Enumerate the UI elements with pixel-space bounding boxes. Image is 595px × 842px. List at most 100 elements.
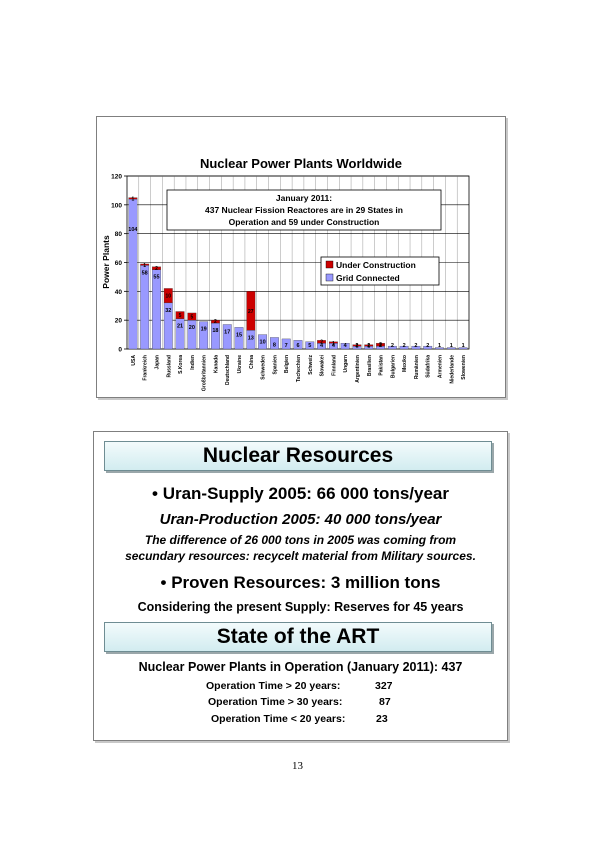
x-category-label: Armenien — [438, 355, 444, 378]
bar-under-construction — [352, 344, 362, 347]
construction-value-label: 2 — [320, 339, 323, 345]
construction-value-label: 5 — [190, 315, 193, 321]
x-category-label: Belgien — [284, 355, 290, 373]
y-tick-label: 0 — [118, 347, 122, 354]
bar-grid-connected — [340, 343, 350, 350]
bar-value-label: 2 — [379, 343, 382, 349]
bar-grid-connected — [399, 345, 409, 350]
bar-grid-connected — [281, 338, 291, 350]
x-category-label: Mexiko — [402, 355, 408, 372]
bar-value-label: 2 — [426, 343, 429, 349]
y-tick-label: 100 — [111, 202, 122, 209]
x-category-label: China — [249, 355, 255, 369]
chart-slide: 0 20 40 60 80 100 120 Nuclear Power Plants Worl… — [96, 116, 506, 398]
bar-under-construction — [187, 312, 197, 321]
operation-row-value: 87 — [379, 696, 391, 708]
annotation-line: January 2011: — [276, 193, 332, 203]
y-tick-label: 20 — [115, 318, 123, 325]
resources-slide: Nuclear Resources • Uran-Supply 2005: 66… — [93, 431, 508, 741]
bar-value-label: 4 — [320, 343, 324, 349]
y-tick-label: 60 — [115, 260, 123, 267]
x-category-label: USA — [131, 355, 137, 366]
construction-value-label: 5 — [179, 313, 182, 319]
annotation-box — [166, 189, 442, 231]
x-category-label: Bulgarien — [390, 355, 396, 378]
bar-grid-connected — [199, 321, 209, 350]
bar-value-label: 20 — [189, 325, 195, 331]
construction-value-label: 27 — [248, 309, 254, 315]
x-category-label: Slowakei — [320, 354, 326, 376]
bar-value-label: 58 — [142, 270, 148, 276]
bar-value-label: 1 — [462, 343, 465, 349]
bar-value-label: 104 — [128, 227, 138, 233]
operation-summary: Nuclear Power Plants in Operation (Janua… — [138, 660, 463, 674]
construction-value-label: 2 — [214, 319, 217, 325]
construction-value-label: 2 — [155, 266, 158, 272]
x-category-label: Deutschland — [225, 355, 231, 385]
bar-value-label: 18 — [212, 328, 218, 334]
bar-value-label: 2 — [403, 343, 406, 349]
bar-value-label: 55 — [153, 275, 159, 281]
bar-grid-connected — [222, 324, 232, 350]
x-category-label: Kanada — [213, 355, 219, 373]
x-category-label: Südafrika — [426, 355, 432, 378]
bar-value-label: 5 — [308, 343, 311, 349]
bar-under-construction — [328, 341, 338, 344]
bar-grid-connected — [258, 334, 268, 350]
proven-resources-bullet: • Proven Resources: 3 million tons — [160, 573, 441, 592]
uran-supply-bullet: • Uran-Supply 2005: 66 000 tons/year — [152, 484, 449, 503]
legend-label-under-construction: Under Construction — [336, 260, 416, 270]
difference-line-2: secundary resources: recycelt material f… — [125, 549, 476, 563]
x-category-label: Tschechien — [296, 355, 302, 382]
x-category-label: Großbritannien — [202, 355, 208, 391]
legend-label-grid-connected: Grid Connected — [336, 273, 400, 283]
x-category-label: S.Korea — [178, 355, 184, 374]
bar-under-construction — [152, 266, 161, 270]
difference-line-1: The difference of 26 000 tons in 2005 wa… — [144, 533, 457, 547]
x-category-label: Ukraine — [237, 355, 243, 374]
bar-under-construction — [163, 288, 173, 304]
x-category-label: Schweiz — [308, 355, 314, 375]
bar-value-label: 7 — [285, 343, 288, 349]
x-category-label: Finnland — [331, 355, 337, 376]
bar-value-label: 4 — [332, 343, 336, 349]
x-category-label: Russland — [166, 355, 172, 378]
bar-grid-connected — [270, 337, 279, 350]
bar-value-label: 13 — [248, 335, 254, 341]
x-category-label: Rumänien — [414, 355, 420, 379]
bar-under-construction — [364, 344, 374, 347]
x-category-label: Japan — [154, 355, 160, 369]
page-number: 13 — [292, 760, 303, 772]
bar-under-construction — [246, 291, 256, 331]
operation-row-label: Operation Time > 20 years: — [206, 680, 341, 692]
bar-value-label: 2 — [355, 343, 358, 349]
bar-value-label: 19 — [201, 327, 207, 333]
legend-box — [320, 256, 440, 286]
reserves-line: Considering the present Supply: Reserves… — [137, 600, 464, 614]
bar-grid-connected — [234, 327, 244, 350]
bar-under-construction — [211, 320, 220, 324]
construction-value-label: 1 — [332, 341, 335, 347]
bar-grid-connected — [305, 341, 315, 350]
bar-grid-connected — [152, 269, 161, 350]
x-category-label: Pakistan — [379, 355, 385, 376]
construction-value-label: 1 — [143, 263, 146, 269]
bar-value-label: 10 — [260, 340, 266, 346]
bar-value-label: 2 — [414, 343, 417, 349]
construction-value-label: 1 — [132, 197, 135, 203]
bar-under-construction — [376, 343, 385, 347]
bar-value-label: 21 — [177, 324, 183, 330]
bar-grid-connected — [435, 347, 444, 350]
x-category-label: Slowenien — [461, 355, 467, 380]
bar-grid-connected — [411, 345, 421, 350]
y-tick-label: 120 — [111, 174, 122, 181]
x-category-label: Schweden — [261, 355, 267, 380]
nuclear-resources-heading: Nuclear Resources — [104, 441, 492, 471]
construction-value-label: 10 — [165, 294, 171, 300]
bar-grid-connected — [458, 347, 468, 350]
y-tick-label: 80 — [115, 231, 123, 238]
construction-value-label: 1 — [367, 344, 370, 350]
operation-row-label: Operation Time < 20 years: — [211, 713, 346, 725]
bar-grid-connected — [423, 345, 433, 350]
